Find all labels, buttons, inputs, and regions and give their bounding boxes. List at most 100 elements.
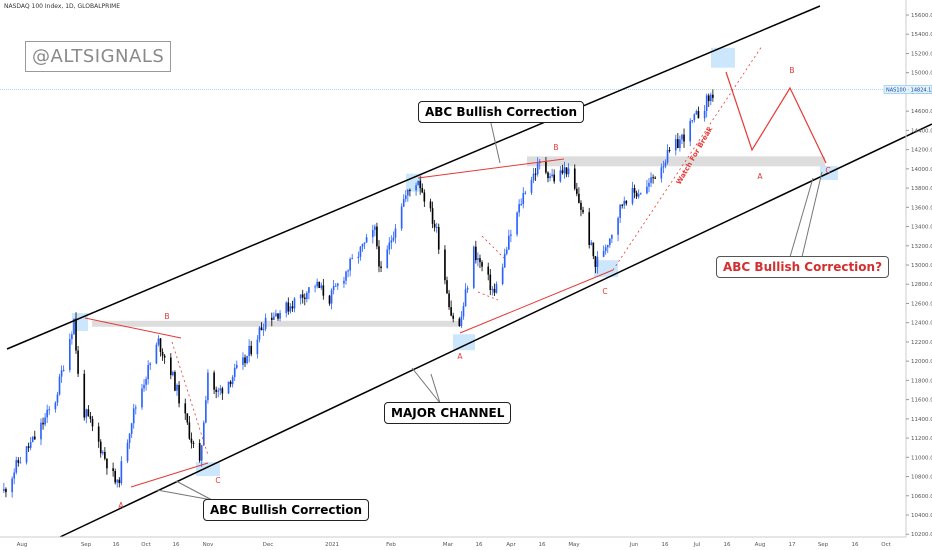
candle-body (660, 167, 663, 179)
candle-body (652, 177, 654, 179)
wave-label: A (757, 172, 763, 181)
candle-body (386, 249, 389, 268)
candle-body (143, 384, 145, 389)
time-axis: Aug Sep 16 Oct 16 Nov Dec 2021 Feb Mar 16 Apr 16 May J… (0, 536, 906, 548)
candle-body (417, 180, 419, 186)
candle-body (590, 242, 593, 245)
chart-header: NASDAQ 100 Index, 1D, GLOBALPRIME (4, 3, 121, 10)
candle-body (503, 253, 506, 268)
x-tick-label: Jun (629, 542, 639, 548)
wave-label: B (164, 312, 169, 321)
candle-body (174, 372, 176, 391)
candle-body (112, 468, 114, 471)
candle-body (85, 409, 88, 418)
candle-body (40, 422, 42, 440)
candle-body (15, 460, 18, 473)
candle-body (258, 327, 261, 340)
candle-body (400, 206, 403, 229)
candle-body (19, 462, 22, 464)
candle-body (5, 488, 7, 493)
candle-body (646, 186, 648, 194)
candle-body (604, 247, 607, 252)
candle-body (157, 338, 160, 345)
candle-body (374, 226, 376, 230)
candle-body (161, 351, 164, 356)
candlestick-series (3, 89, 714, 498)
candle-body (510, 234, 512, 236)
candle-body (192, 442, 195, 444)
candle-body (235, 364, 238, 368)
red-line-ac (130, 462, 209, 488)
candle-body (316, 281, 318, 287)
candle-body (188, 422, 191, 439)
candle-body (83, 373, 86, 418)
candle-body (549, 176, 551, 179)
candle-body (617, 217, 619, 235)
candle-body (163, 355, 166, 358)
candle-body (314, 286, 316, 288)
x-tick-label: Nov (203, 542, 214, 548)
x-tick-label: 16 (662, 542, 669, 548)
candle-body (363, 242, 366, 244)
candle-body (444, 249, 446, 281)
candle-body (567, 168, 570, 175)
y-tick-label: 14600.00 (911, 109, 932, 115)
candle-body (608, 238, 611, 246)
candle-body (365, 237, 368, 243)
candle-body (712, 94, 714, 98)
candle-body (423, 192, 426, 202)
candle-body (229, 381, 232, 385)
y-tick-label: 11600.00 (911, 398, 932, 404)
candle-body (695, 111, 698, 115)
y-tick-label: 11800.00 (911, 378, 932, 384)
price-axis: 10200.00 10400.00 10600.00 10800.00 11000.00… (883, 0, 932, 538)
zone-mar-a (453, 334, 475, 351)
candle-body (582, 209, 584, 213)
candle-body (213, 372, 215, 390)
candle-body (679, 139, 681, 149)
candle-body (260, 327, 263, 331)
pointer-bottom-2 (156, 489, 213, 501)
candle-body (522, 193, 525, 205)
channel-lower-line (59, 123, 932, 538)
candle-body (481, 262, 483, 267)
resistance-band-low (92, 320, 459, 327)
zone-target (711, 47, 735, 68)
pointer-future-2 (801, 171, 823, 258)
candle-body (553, 174, 555, 182)
candle-body (477, 258, 479, 261)
candle-body (435, 226, 438, 228)
y-tick-label: 12800.00 (911, 282, 932, 288)
candle-body (87, 409, 90, 417)
candle-body (159, 338, 162, 352)
candle-body (592, 242, 595, 257)
candle-body (29, 442, 32, 448)
candle-body (101, 451, 104, 454)
candle-body (689, 120, 692, 142)
pointer-channel-2 (430, 373, 441, 404)
candle-body (130, 423, 133, 434)
candle-body (48, 409, 51, 411)
candle-body (264, 317, 267, 329)
candle-body (625, 200, 628, 204)
candle-body (155, 344, 158, 364)
candle-body (233, 367, 236, 377)
candle-body (415, 185, 417, 191)
x-tick-label: Sep (81, 542, 92, 548)
candle-body (69, 339, 71, 371)
candle-body (378, 246, 380, 267)
candle-body (493, 288, 496, 293)
candle-body (472, 246, 475, 288)
candle-body (580, 202, 582, 210)
candle-body (520, 204, 523, 206)
x-tick-label: 16 (724, 542, 731, 548)
candle-body (200, 445, 203, 461)
candle-body (246, 355, 248, 364)
wave-label: C (825, 166, 830, 175)
x-tick-label: Sep (818, 542, 829, 548)
candle-body (371, 229, 374, 238)
candle-body (219, 388, 222, 391)
watch-for-break-label: Watch For Break (675, 125, 715, 186)
last-price-tag-bg (883, 85, 932, 94)
